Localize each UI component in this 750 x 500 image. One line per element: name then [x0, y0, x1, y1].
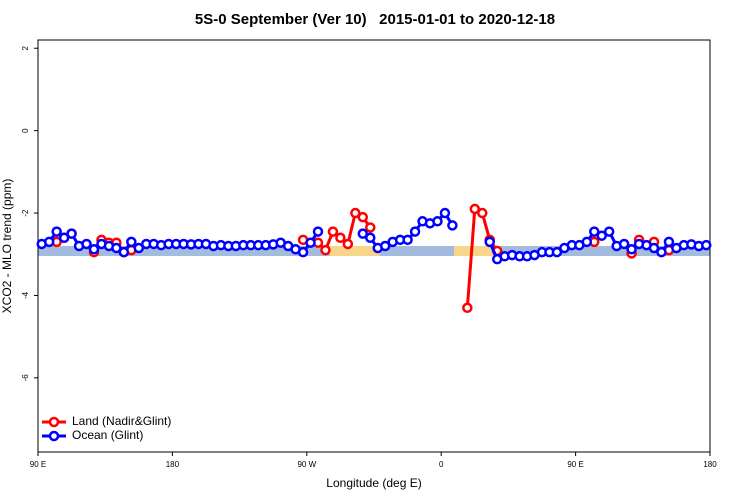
- data-point: [379, 240, 391, 252]
- data-point: [581, 236, 593, 248]
- data-point: [462, 302, 473, 314]
- data-point: [469, 203, 481, 215]
- x-tick-label: 90 W: [297, 460, 316, 469]
- x-axis-label: Longitude (deg E): [326, 476, 421, 490]
- x-tick-label: 90 E: [30, 460, 46, 469]
- data-point: [626, 244, 637, 255]
- data-point: [58, 232, 70, 244]
- y-tick-label: -6: [21, 374, 30, 382]
- data-point: [596, 230, 607, 241]
- chart-title: 5S-0 September (Ver 10) 2015-01-01 to 20…: [195, 11, 555, 28]
- y-tick-label: -2: [21, 209, 30, 217]
- x-tick-label: 180: [166, 460, 180, 469]
- data-point: [618, 238, 630, 250]
- y-tick-label: 2: [21, 45, 30, 50]
- data-point: [477, 207, 488, 219]
- x-tick-label: 180: [703, 460, 717, 469]
- data-point: [551, 246, 563, 258]
- data-point: [409, 226, 421, 237]
- data-point: [335, 232, 346, 244]
- background-patch: [454, 246, 500, 256]
- data-point: [484, 236, 495, 248]
- data-point: [305, 237, 316, 248]
- data-point: [402, 234, 413, 246]
- data-point: [51, 226, 62, 237]
- data-point: [81, 238, 92, 250]
- x-tick-label: 0: [439, 460, 444, 469]
- data-point: [111, 242, 122, 254]
- data-point: [357, 211, 369, 223]
- data-point: [43, 236, 55, 248]
- legend-label: Ocean (Glint): [72, 428, 143, 442]
- data-point: [342, 238, 354, 250]
- data-point: [432, 216, 443, 227]
- data-point: [701, 239, 712, 251]
- data-point: [88, 244, 100, 255]
- data-point: [66, 228, 77, 239]
- data-point: [297, 246, 309, 258]
- legend-marker: [48, 416, 60, 428]
- data-point: [126, 236, 137, 248]
- data-point: [133, 242, 145, 254]
- data-point: [350, 207, 361, 219]
- data-point: [439, 207, 451, 219]
- legend-label: Land (Nadir&Glint): [72, 414, 171, 428]
- data-point: [365, 232, 376, 244]
- data-point: [447, 220, 458, 231]
- data-point: [603, 226, 615, 237]
- data-point: [648, 242, 660, 254]
- y-tick-label: -4: [21, 291, 30, 299]
- data-point: [327, 226, 339, 237]
- data-point: [312, 226, 324, 237]
- background-patch: [330, 246, 380, 256]
- data-point: [589, 226, 600, 237]
- data-point: [357, 228, 369, 239]
- data-point: [656, 246, 667, 258]
- data-point: [118, 246, 130, 258]
- y-tick-label: 0: [21, 128, 30, 133]
- data-point: [365, 222, 376, 233]
- legend-marker: [48, 430, 60, 442]
- data-point: [663, 236, 675, 248]
- y-axis-label: XCO2 - MLO trend (ppm): [0, 179, 14, 314]
- x-tick-label: 90 E: [567, 460, 583, 469]
- data-point: [320, 244, 331, 256]
